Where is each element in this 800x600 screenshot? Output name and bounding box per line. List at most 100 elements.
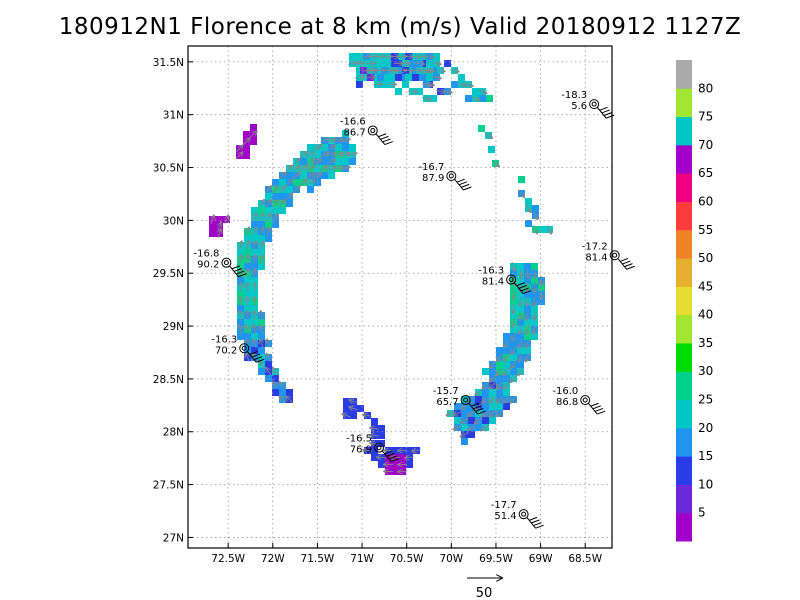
wind-cell xyxy=(342,130,349,137)
wind-vector xyxy=(260,227,264,236)
wind-vector xyxy=(239,325,241,334)
wind-vector xyxy=(443,90,452,92)
wind-vector xyxy=(225,215,229,224)
station-ring xyxy=(506,274,517,285)
wind-vector xyxy=(267,339,270,348)
wind-cell xyxy=(531,277,538,284)
wind-barb-flag xyxy=(516,282,525,287)
station-temperature: -16.3 xyxy=(478,266,504,277)
wind-cell xyxy=(350,412,357,419)
wind-barb-flag xyxy=(601,109,610,114)
wind-cell xyxy=(371,454,378,461)
wind-vector xyxy=(405,457,415,458)
wind-vector xyxy=(211,215,214,224)
wind-cell xyxy=(482,368,489,375)
wind-vector xyxy=(292,173,300,179)
colorbar-label: 50 xyxy=(698,251,713,265)
wind-vector xyxy=(484,132,493,138)
wind-cell xyxy=(258,347,265,354)
wind-barb-flag xyxy=(533,522,542,527)
wind-cell xyxy=(433,67,440,74)
colorbar-label: 80 xyxy=(698,81,713,95)
wind-vector xyxy=(254,311,256,321)
wind-vector xyxy=(468,424,476,430)
station-value: 90.2 xyxy=(197,260,219,271)
wind-cell xyxy=(258,249,265,256)
wind-cell xyxy=(335,144,342,151)
wind-vector xyxy=(527,268,528,278)
colorbar-segment xyxy=(676,342,692,372)
wind-vector xyxy=(292,166,300,172)
wind-cell xyxy=(237,277,244,284)
colorbar-segment xyxy=(676,427,692,457)
wind-vector xyxy=(436,70,445,72)
wind-cell xyxy=(524,291,531,298)
wind-vector xyxy=(511,395,517,403)
wind-cell xyxy=(244,249,251,256)
wind-vector xyxy=(527,296,528,306)
wind-vector xyxy=(361,56,371,57)
wind-vector xyxy=(249,132,257,138)
wind-vector xyxy=(320,166,329,172)
wind-vector xyxy=(432,77,441,79)
wind-vector xyxy=(482,424,490,430)
wind-cell xyxy=(307,144,314,151)
wind-cell xyxy=(371,418,378,425)
chart-title: 180912N1 Florence at 8 km (m/s) Valid 20… xyxy=(58,14,742,40)
wind-cell xyxy=(321,172,328,179)
wind-cell xyxy=(265,193,272,200)
wind-cell xyxy=(244,319,251,326)
wind-cell xyxy=(258,319,265,326)
colorbar-label: 75 xyxy=(698,110,713,124)
wind-vector xyxy=(421,70,431,71)
wind-vector xyxy=(504,367,510,375)
station-temperature: -16.0 xyxy=(552,386,578,397)
wind-cell xyxy=(349,144,356,151)
colorbar-label: 15 xyxy=(698,449,713,463)
wind-barb-flag xyxy=(456,178,465,183)
wind-vector xyxy=(532,211,537,220)
wind-cell xyxy=(392,447,399,454)
station-temperature: -15.7 xyxy=(433,386,459,397)
wind-vector xyxy=(372,84,382,85)
wind-vector xyxy=(258,200,264,208)
wind-cell xyxy=(279,389,286,396)
wind-cell xyxy=(488,146,495,153)
wind-vector xyxy=(541,275,542,285)
wind-cell xyxy=(286,389,293,396)
wind-barb-flag xyxy=(603,112,613,116)
wind-cell xyxy=(328,172,335,179)
colorbar-segment xyxy=(676,88,692,118)
wind-vector xyxy=(265,200,271,208)
wind-vector xyxy=(265,186,272,194)
wind-vector xyxy=(370,435,380,436)
wind-cell xyxy=(258,263,265,270)
station-value: 81.4 xyxy=(585,252,607,263)
wind-cell xyxy=(243,131,250,138)
wind-cell xyxy=(489,368,496,375)
wind-vector xyxy=(286,396,294,403)
wind-cell xyxy=(251,263,258,270)
x-tick-label: 72W xyxy=(261,553,285,565)
wind-vector xyxy=(461,417,469,422)
wind-vector xyxy=(240,297,241,307)
y-tick-label: 28.5N xyxy=(153,374,184,386)
wind-vector xyxy=(534,225,538,233)
colorbar-segment xyxy=(676,258,692,287)
wind-cell xyxy=(293,179,300,186)
wind-cell xyxy=(300,172,307,179)
wind-cell xyxy=(475,396,482,403)
wind-vector xyxy=(410,70,420,71)
wind-vector xyxy=(511,374,517,382)
wind-barb-flag xyxy=(518,284,527,289)
y-tick-label: 27.5N xyxy=(153,480,184,492)
wind-cell xyxy=(258,235,265,242)
wind-barb-flag xyxy=(388,455,397,460)
wind-vector xyxy=(407,91,417,92)
wind-barb-flag xyxy=(599,106,608,111)
wind-cell xyxy=(272,221,279,228)
wind-vector xyxy=(253,339,256,348)
wind-vector xyxy=(279,186,285,194)
station-value: 86.8 xyxy=(556,397,578,408)
station-value: 87.9 xyxy=(422,173,444,184)
